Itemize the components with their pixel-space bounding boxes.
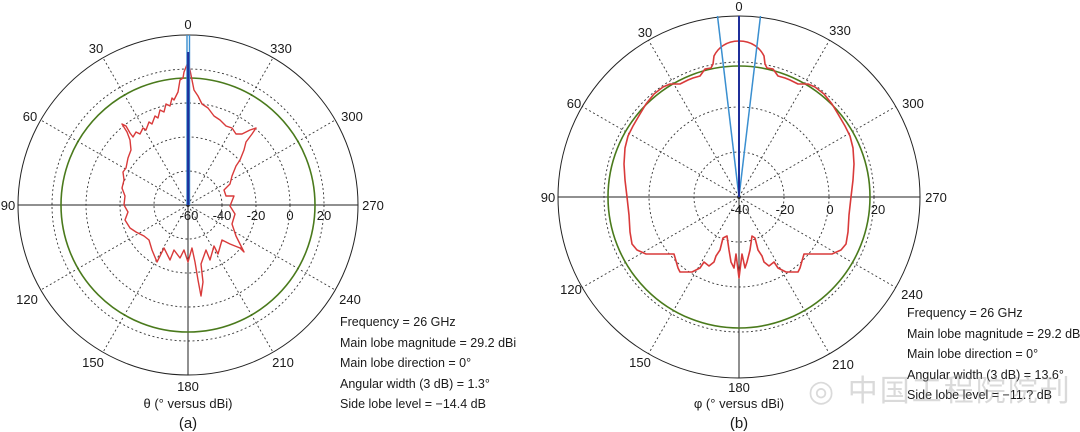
angular-grid-b [581,39,897,355]
angle-label-120: 120 [16,292,38,307]
angular-grid-a [40,57,336,353]
angle-label-30: 30 [638,25,652,40]
frequency-text: Frequency = 26 GHz [907,306,1023,320]
radial-label: 0 [286,208,293,223]
watermark: ◎ 中国工程院院刊 [808,366,1072,410]
angle-label-120: 120 [560,282,582,297]
angle-label-210: 210 [832,357,854,372]
angle-label-270: 270 [925,190,947,205]
angle-label-150: 150 [629,355,651,370]
radial-label: 20 [317,208,331,223]
frequency-text: Frequency = 26 GHz [340,315,456,329]
angle-label-330: 330 [270,41,292,56]
angle-label-300: 300 [341,109,363,124]
radial-label: -20 [247,208,266,223]
axis-label-b: φ (° versus dBi) [694,396,784,411]
radial-label: -40 [731,202,750,217]
angle-label-0: 0 [735,0,742,14]
beamwidth-right-b [738,15,762,198]
angle-label-180: 180 [177,379,199,394]
angle-label-330: 330 [829,23,851,38]
side-lobe-level-text: Side lobe level = −14.4 dB [340,397,486,411]
polar-chart-a: 0 30 60 90 120 150 180 210 240 270 300 3… [1,17,384,432]
angle-label-0: 0 [184,17,191,32]
angle-label-30: 30 [89,41,103,56]
angle-label-240: 240 [339,292,361,307]
gain-pattern-b [623,40,855,279]
annotation-box-b: Frequency = 26 GHz Main lobe magnitude =… [907,303,1080,406]
angle-label-90: 90 [541,190,555,205]
axis-label-a: θ (° versus dBi) [143,396,232,411]
angular-width-text: Angular width (3 dB) = 1.3° [340,376,490,391]
main-lobe-magnitude-text: Main lobe magnitude = 29.2 dBi [340,335,517,350]
radial-label: -40 [213,208,232,223]
panel-label-a: (a) [179,415,197,432]
angle-label-270: 270 [362,198,384,213]
main-lobe-direction-text: Main lobe direction = 0° [340,356,472,370]
angular-width-text: Angular width (3 dB) = 13.6° [907,367,1064,382]
angle-label-90: 90 [1,198,15,213]
main-lobe-magnitude-text: Main lobe magnitude = 29.2 dBi [907,326,1080,341]
side-lobe-level-text: Side lobe level = −11.? dB [907,388,1053,402]
radial-label: -20 [776,202,795,217]
gain-pattern-a [121,61,257,297]
beamwidth-left-b [716,15,740,198]
angle-label-180: 180 [728,380,750,395]
angle-label-60: 60 [23,109,37,124]
main-lobe-direction-text: Main lobe direction = 0° [907,347,1039,361]
wechat-icon: ◎ [808,374,837,409]
angle-label-60: 60 [567,96,581,111]
angle-label-210: 210 [272,355,294,370]
angle-label-300: 300 [902,96,924,111]
angle-label-150: 150 [82,355,104,370]
polar-chart-b: 0 30 60 90 120 150 180 210 240 270 300 3… [541,0,947,432]
radial-label: 0 [826,202,833,217]
radial-label: 20 [871,202,885,217]
angle-label-240: 240 [901,287,923,302]
radial-label: -60 [180,208,199,223]
panel-label-b: (b) [730,415,748,432]
annotation-box-a: Frequency = 26 GHz Main lobe magnitude =… [340,312,516,415]
watermark-text: 中国工程院院刊 [847,374,1072,409]
